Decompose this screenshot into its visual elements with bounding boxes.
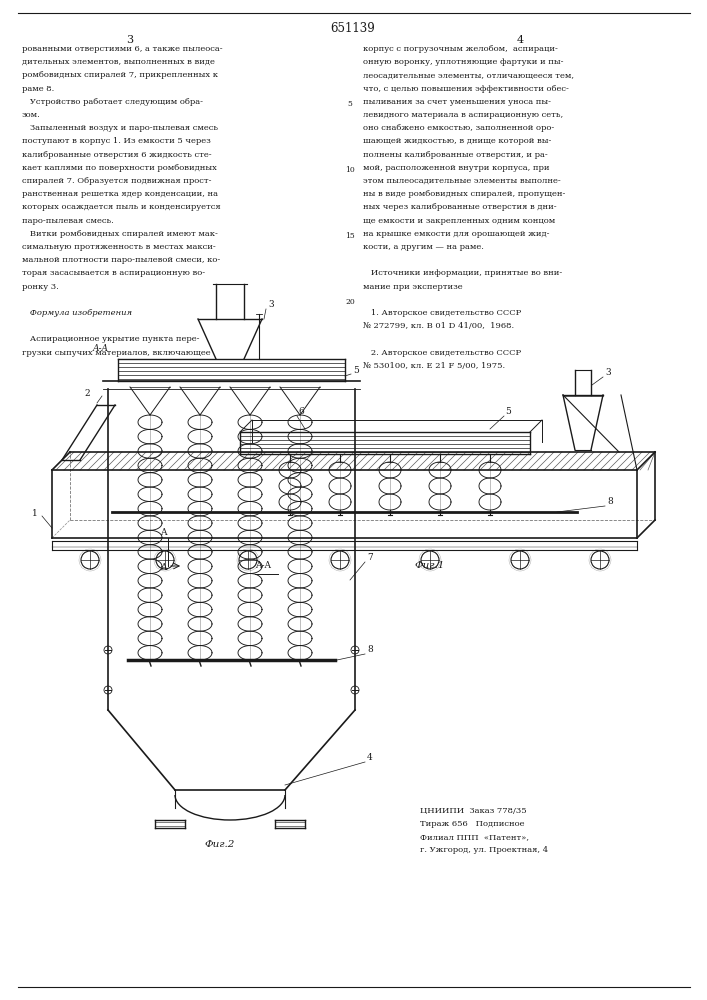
Text: корпус с погрузочным желобом,  аспираци-: корпус с погрузочным желобом, аспираци- [363,45,558,53]
Text: Устройство работает следующим обра-: Устройство работает следующим обра- [22,98,203,106]
Text: ны в виде ромбовидных спиралей, пропущен-: ны в виде ромбовидных спиралей, пропущен… [363,190,566,198]
Text: спиралей 7. Образуется подвижная прост-: спиралей 7. Образуется подвижная прост- [22,177,211,185]
Text: A: A [160,563,166,572]
Text: рованными отверстиями 6, а также пылеоса-: рованными отверстиями 6, а также пылеоса… [22,45,223,53]
Text: левидного материала в аспирационную сеть,: левидного материала в аспирационную сеть… [363,111,563,119]
Text: ронку 3.: ронку 3. [22,283,59,291]
Text: 5: 5 [505,407,511,416]
Text: грузки сыпучих материалов, включающее: грузки сыпучих материалов, включающее [22,349,211,357]
Text: пыливания за счет уменьшения уноса пы-: пыливания за счет уменьшения уноса пы- [363,98,551,106]
Text: что, с целью повышения эффективности обес-: что, с целью повышения эффективности обе… [363,85,569,93]
Text: ЦНИИПИ  Заказ 778/35: ЦНИИПИ Заказ 778/35 [420,807,527,815]
Text: Витки ромбовидных спиралей имеют мак-: Витки ромбовидных спиралей имеют мак- [22,230,218,238]
Text: 5: 5 [353,366,359,375]
Text: 7: 7 [367,553,373,562]
Text: 1: 1 [32,508,37,518]
Text: мание при экспертизе: мание при экспертизе [363,283,462,291]
Text: леосадительные элементы, отличающееся тем,: леосадительные элементы, отличающееся те… [363,71,574,79]
Text: Фиг.1: Фиг.1 [415,561,445,570]
Text: Фиг.2: Фиг.2 [205,840,235,849]
Text: 20: 20 [345,298,355,306]
Text: мальной плотности паро-пылевой смеси, ко-: мальной плотности паро-пылевой смеси, ко… [22,256,221,264]
Text: 2: 2 [84,388,90,397]
Text: 2. Авторское свидетельство СССР: 2. Авторское свидетельство СССР [363,349,521,357]
Text: Тираж 656   Подписное: Тираж 656 Подписное [420,820,525,828]
Text: A-A: A-A [255,561,271,570]
Text: Формула изобретения: Формула изобретения [22,309,132,317]
Text: кает каплями по поверхности ромбовидных: кает каплями по поверхности ромбовидных [22,164,217,172]
Text: симальную протяженность в местах макси-: симальную протяженность в местах макси- [22,243,216,251]
Text: 15: 15 [345,232,355,240]
Text: A-A: A-A [93,344,109,353]
Text: калиброванные отверстия 6 жидкость сте-: калиброванные отверстия 6 жидкость сте- [22,151,211,159]
Text: Филиал ППП  «Патент»,: Филиал ППП «Патент», [420,833,529,841]
Text: г. Ужгород, ул. Проектная, 4: г. Ужгород, ул. Проектная, 4 [420,846,548,854]
Text: 3: 3 [127,35,134,45]
Text: 4: 4 [516,35,524,45]
Text: Аспирационное укрытие пункта пере-: Аспирационное укрытие пункта пере- [22,335,199,343]
Text: A: A [160,528,166,537]
Text: которых осаждается пыль и конденсируется: которых осаждается пыль и конденсируется [22,203,221,211]
Text: 3: 3 [605,368,611,377]
Text: Источники информации, принятые во вни-: Источники информации, принятые во вни- [363,269,562,277]
Text: зом.: зом. [22,111,41,119]
Text: поступают в корпус 1. Из емкости 5 через: поступают в корпус 1. Из емкости 5 через [22,137,211,145]
Text: ных через калиброванные отверстия в дни-: ных через калиброванные отверстия в дни- [363,203,556,211]
Text: мой, расположенной внутри корпуса, при: мой, расположенной внутри корпуса, при [363,164,549,172]
Text: паро-пылевая смесь.: паро-пылевая смесь. [22,217,114,225]
Text: раме 8.: раме 8. [22,85,54,93]
Text: шающей жидкостью, в днище которой вы-: шающей жидкостью, в днище которой вы- [363,137,551,145]
Text: 6: 6 [298,407,304,416]
Text: 10: 10 [345,166,355,174]
Text: онную воронку, уплотняющие фартуки и пы-: онную воронку, уплотняющие фартуки и пы- [363,58,563,66]
Text: 1. Авторское свидетельство СССР: 1. Авторское свидетельство СССР [363,309,521,317]
Text: дительных элементов, выполненных в виде: дительных элементов, выполненных в виде [22,58,215,66]
Text: 4: 4 [367,753,373,762]
Text: № 272799, кл. В 01 D 41/00,  1968.: № 272799, кл. В 01 D 41/00, 1968. [363,322,514,330]
Text: полнены калиброванные отверстия, и ра-: полнены калиброванные отверстия, и ра- [363,151,548,159]
Text: 5: 5 [348,100,352,108]
Text: № 530100, кл. Е 21 F 5/00, 1975.: № 530100, кл. Е 21 F 5/00, 1975. [363,362,505,370]
Text: 8: 8 [607,497,613,506]
Text: на крышке емкости для орошающей жид-: на крышке емкости для орошающей жид- [363,230,549,238]
Text: ще емкости и закрепленных одним концом: ще емкости и закрепленных одним концом [363,217,555,225]
Text: кости, а другим — на раме.: кости, а другим — на раме. [363,243,484,251]
Text: ромбовидных спиралей 7, прикрепленных к: ромбовидных спиралей 7, прикрепленных к [22,71,218,79]
Text: Запыленный воздух и паро-пылевая смесь: Запыленный воздух и паро-пылевая смесь [22,124,218,132]
Text: торая засасывается в аспирационную во-: торая засасывается в аспирационную во- [22,269,205,277]
Text: ранственная решетка ядер конденсации, на: ранственная решетка ядер конденсации, на [22,190,218,198]
Text: оно снабжено емкостью, заполненной оро-: оно снабжено емкостью, заполненной оро- [363,124,554,132]
Text: 8: 8 [367,645,373,654]
Text: этом пылеосадительные элементы выполне-: этом пылеосадительные элементы выполне- [363,177,561,185]
Text: 3: 3 [268,300,274,309]
Text: 651139: 651139 [331,22,375,35]
